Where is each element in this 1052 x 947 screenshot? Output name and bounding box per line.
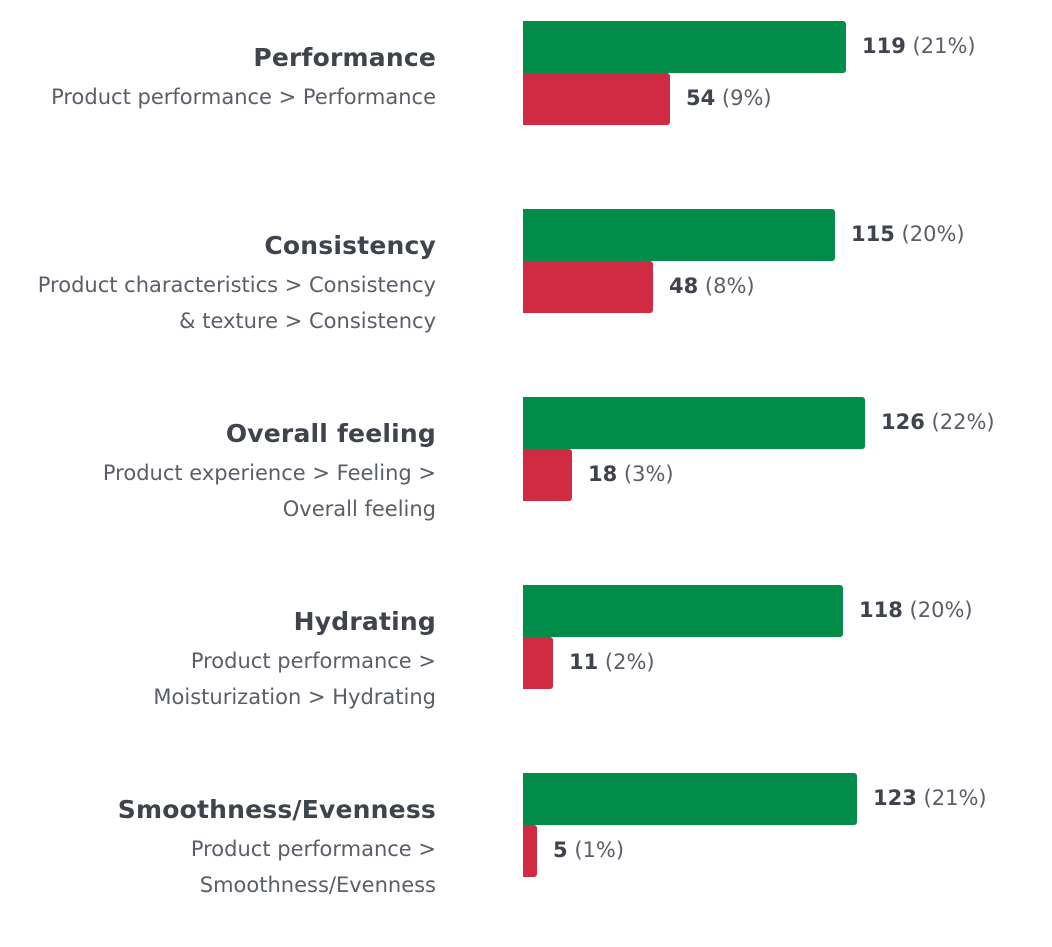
negative-count: 5 [553,838,568,862]
positive-value-label: 119 (21%) [862,33,976,59]
negative-mention-bar[interactable] [523,637,553,689]
topic-path-line: Smoothness/Evenness [199,873,436,897]
topic-path-line: & texture > Consistency [179,309,436,333]
topic-path-line: Overall feeling [282,497,436,521]
positive-percent: (20%) [901,222,965,246]
positive-count: 123 [873,786,917,810]
topic-label: Hydrating Product performance > Moisturiza… [6,605,436,715]
positive-percent: (20%) [909,598,973,622]
positive-mention-bar[interactable] [523,209,835,261]
positive-mention-bar[interactable] [523,397,865,449]
topic-path-line: Product performance > Performance [51,85,436,109]
topic-title: Overall feeling [225,419,436,448]
positive-percent: (21%) [923,786,987,810]
positive-value-label: 123 (21%) [873,785,987,811]
positive-value-label: 118 (20%) [859,597,973,623]
topic-title: Performance [253,43,436,72]
negative-mention-bar[interactable] [523,825,537,877]
topic-title: Smoothness/Evenness [117,795,436,824]
negative-count: 48 [669,274,699,298]
negative-mention-bar[interactable] [523,261,653,313]
topic-path-line: Product performance > [190,649,436,673]
negative-percent: (1%) [574,838,625,862]
topic-path-line: Moisturization > Hydrating [153,685,436,709]
topic-title: Consistency [264,231,436,260]
positive-value-label: 115 (20%) [851,221,965,247]
negative-mention-bar[interactable] [523,73,670,125]
topic-path-line: Product characteristics > Consistency [37,273,436,297]
negative-value-label: 5 (1%) [553,837,624,863]
negative-value-label: 54 (9%) [686,85,772,111]
positive-percent: (21%) [912,34,976,58]
negative-percent: (9%) [721,86,772,110]
topic-path-line: Product experience > Feeling > [102,461,436,485]
topic-path-line: Product performance > [190,837,436,861]
topic-row: Overall feeling Product experience > Feel… [0,397,1052,521]
positive-mention-bar[interactable] [523,21,846,73]
topic-label: Consistency Product characteristics > Con… [6,229,436,339]
positive-value-label: 126 (22%) [881,409,995,435]
negative-count: 54 [686,86,716,110]
topic-label: Overall feeling Product experience > Feel… [6,417,436,527]
topic-row: Hydrating Product performance > Moisturiza… [0,585,1052,709]
negative-percent: (8%) [704,274,755,298]
positive-count: 126 [881,410,925,434]
negative-mention-bar[interactable] [523,449,572,501]
negative-count: 18 [588,462,618,486]
negative-percent: (2%) [604,650,655,674]
negative-value-label: 18 (3%) [588,461,674,487]
topic-title: Hydrating [293,607,436,636]
negative-percent: (3%) [623,462,674,486]
positive-mention-bar[interactable] [523,585,843,637]
topic-row: Consistency Product characteristics > Con… [0,209,1052,333]
positive-count: 115 [851,222,895,246]
negative-value-label: 11 (2%) [569,649,655,675]
topic-row: Smoothness/Evenness Product performance >… [0,773,1052,897]
negative-count: 11 [569,650,599,674]
negative-value-label: 48 (8%) [669,273,755,299]
positive-count: 119 [862,34,906,58]
positive-percent: (22%) [931,410,995,434]
topic-label: Performance Product performance > Perform… [6,41,436,115]
topic-row: Performance Product performance > Perform… [0,21,1052,131]
positive-count: 118 [859,598,903,622]
positive-mention-bar[interactable] [523,773,857,825]
topic-label: Smoothness/Evenness Product performance >… [6,793,436,903]
